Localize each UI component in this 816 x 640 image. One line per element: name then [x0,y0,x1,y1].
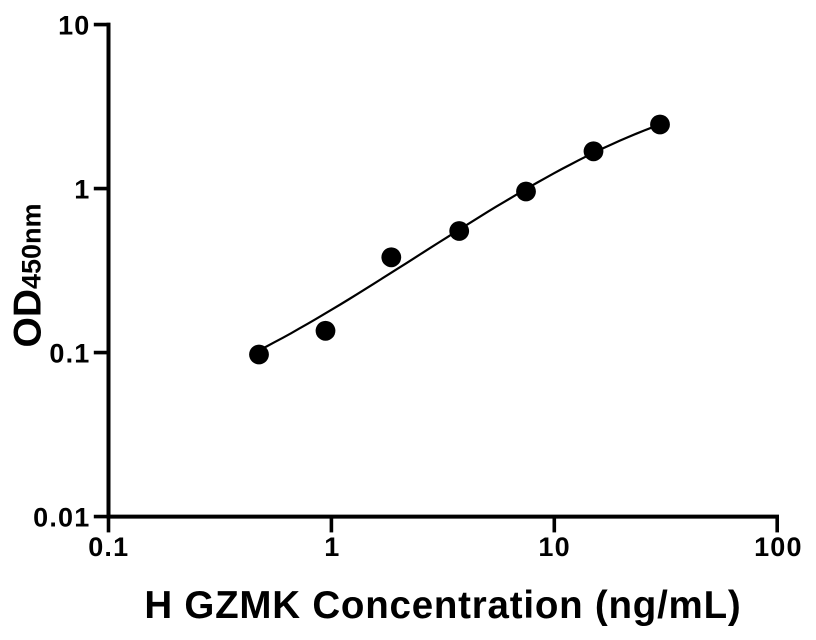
svg-text:0.01: 0.01 [33,503,90,533]
svg-text:0.1: 0.1 [49,339,90,369]
svg-text:100: 100 [754,532,803,562]
svg-text:10: 10 [58,11,90,41]
svg-text:1: 1 [324,532,340,562]
svg-text:1: 1 [74,175,90,205]
svg-text:0.1: 0.1 [88,532,129,562]
svg-text:H GZMK Concentration (ng/mL): H GZMK Concentration (ng/mL) [144,584,741,627]
svg-text:10: 10 [538,532,570,562]
